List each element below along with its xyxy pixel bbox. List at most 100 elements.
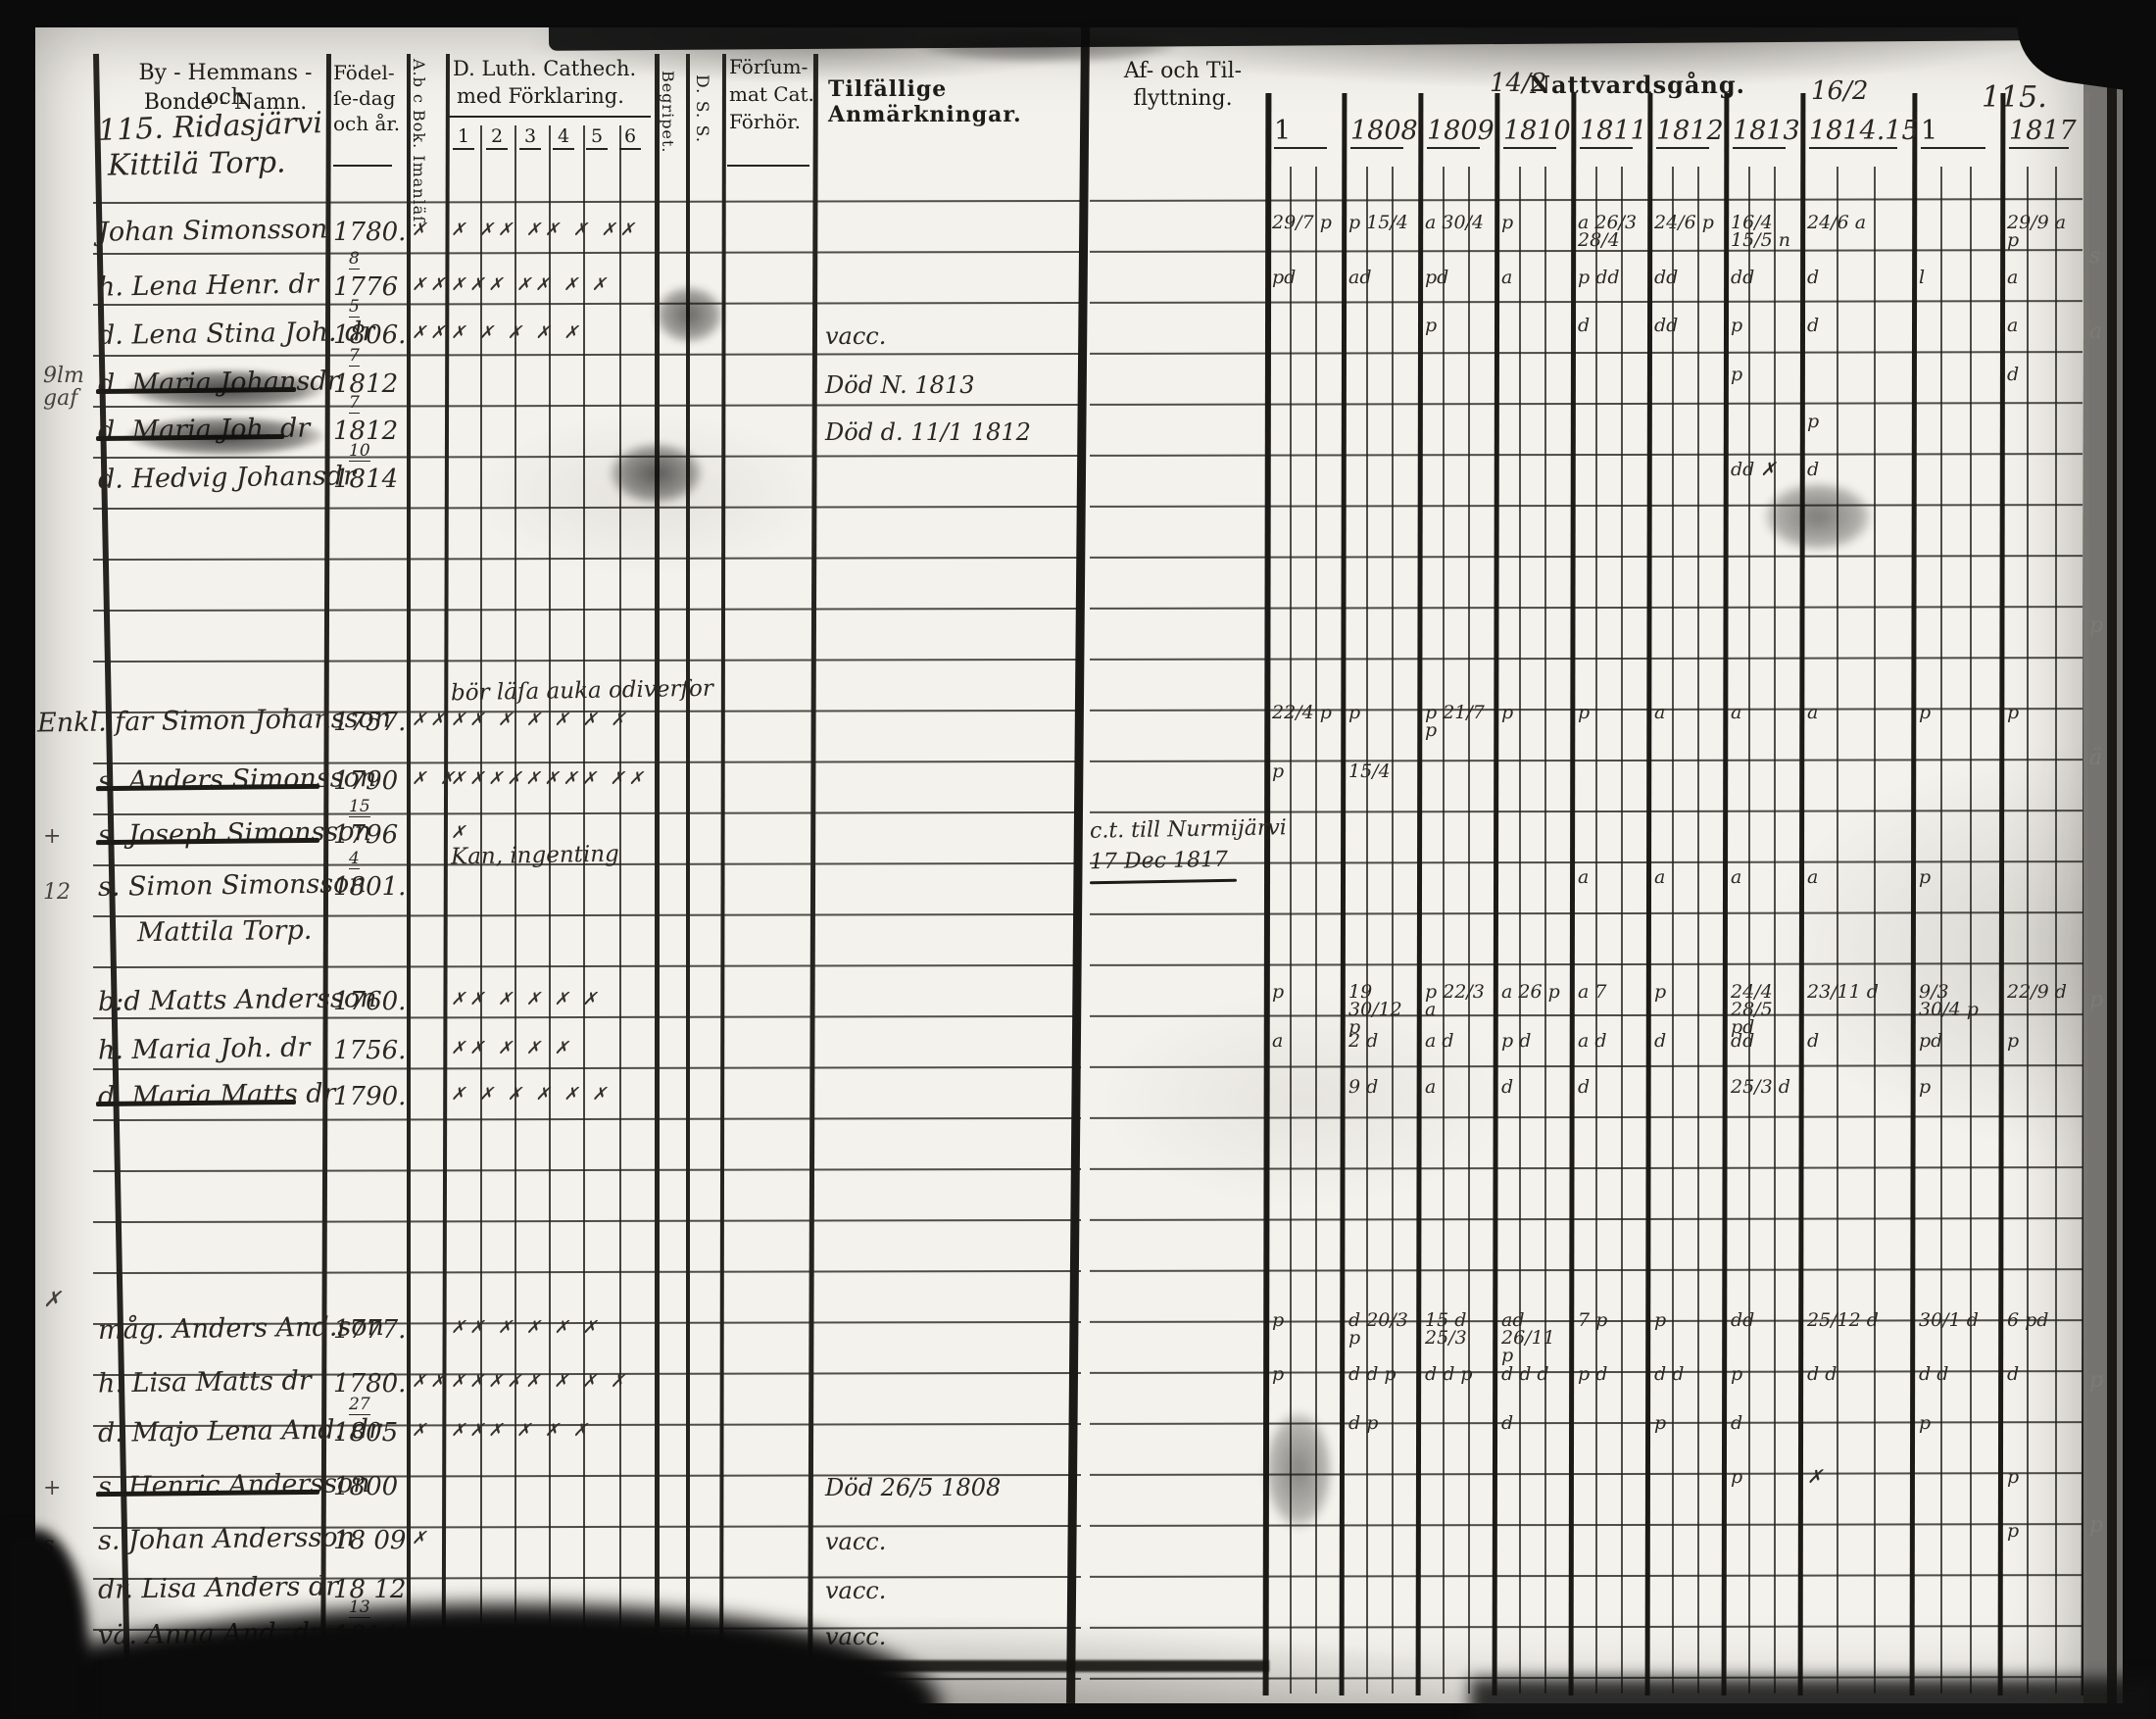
communion-mark: d	[1807, 1030, 1820, 1052]
communion-mark: p	[1919, 702, 1932, 723]
header-forsummat-line2: mat Cat.	[729, 82, 814, 106]
communion-mark: d	[2007, 364, 2020, 385]
row-name: h. Lena Henr. dr	[97, 269, 318, 303]
communion-mark: 15/4	[1348, 761, 1391, 782]
communion-mark: a	[1425, 1076, 1437, 1098]
communion-mark: 22/4 p	[1272, 702, 1332, 723]
communion-mark: dd	[1654, 267, 1679, 288]
communion-mark: a	[2007, 315, 2019, 336]
communion-mark: p	[1272, 761, 1285, 782]
communion-subrule	[1697, 167, 1699, 1694]
communion-mark: dd	[1731, 267, 1755, 288]
communion-mark: d p	[1348, 1412, 1379, 1434]
header-begripet-vertical: Begripet.	[659, 71, 677, 154]
communion-mark: 24/6 a	[1807, 212, 1867, 233]
communion-subrule	[1748, 167, 1750, 1694]
row-catechism-marks: ✗	[451, 822, 470, 843]
row-remark: Död d. 11/1 1812	[825, 418, 1031, 446]
ink-smudge	[655, 286, 723, 343]
communion-mark: p	[1272, 1309, 1285, 1331]
ink-smudge	[1764, 482, 1872, 551]
row-catechism-marks: ✗✗✗ ✗ ✗ ✗	[451, 1420, 592, 1441]
row-birth-year: 1800	[333, 1472, 399, 1501]
row-birth-year: 1796	[333, 820, 399, 850]
communion-mark: l	[1919, 267, 1926, 288]
communion-mark: a 26 p	[1501, 981, 1560, 1003]
communion-mark: p	[2007, 702, 2020, 723]
handwritten-village-title-line2: Kittilä Torp.	[107, 145, 286, 183]
year-label: 1808	[1350, 116, 1418, 149]
catechism-col-number: 3	[519, 125, 541, 150]
catechism-col-number: 5	[586, 125, 608, 150]
row-birth-year: 18 12	[333, 1575, 407, 1604]
communion-mark: d d	[1654, 1363, 1685, 1385]
moving-note-line: 17 Dec 1817	[1089, 847, 1229, 875]
communion-subrule	[2027, 167, 2029, 1694]
year-label: 1812	[1656, 116, 1724, 149]
communion-mark: 25/3 d	[1731, 1076, 1790, 1098]
row-birth-day-superscript: 8	[349, 249, 360, 270]
row-birth-day-superscript: 7	[349, 393, 360, 414]
row-name: s. Johan Andersson	[97, 1522, 356, 1556]
header-abc-book-vertical: A.b c Bok. Imanläſ.	[410, 59, 428, 229]
row-name: s. Joseph Simonsson	[97, 816, 372, 851]
row-abc-marks: ✗✗	[412, 1371, 450, 1392]
header-moving-line2: flyttning.	[1133, 86, 1233, 111]
communion-mark: ad	[1348, 267, 1372, 288]
communion-mark: dd	[1731, 1309, 1755, 1331]
communion-mark: 9 d	[1348, 1076, 1379, 1098]
ink-blot	[127, 417, 323, 456]
communion-mark: d d	[1807, 1363, 1838, 1385]
communion-mark: a	[1654, 866, 1666, 888]
row-abc-marks: ✗	[412, 220, 431, 240]
year-annotation: 14/2	[1490, 69, 1547, 98]
communion-mark: d	[1501, 1412, 1514, 1434]
communion-mark: p	[1272, 1363, 1285, 1385]
communion-mark: p	[1348, 702, 1361, 723]
communion-mark: dd	[1731, 1030, 1755, 1052]
row-name: d. Maria Matts dr	[97, 1078, 336, 1112]
row-birth-year: 1812	[333, 417, 399, 446]
communion-mark: pd	[1425, 267, 1449, 288]
row-birth-year: 1814	[333, 465, 399, 494]
communion-mark: p	[1654, 1309, 1667, 1331]
communion-mark: 30/1 d	[1919, 1309, 1979, 1331]
header-dss-vertical: D. S. S.	[692, 74, 711, 144]
row-birth-day-superscript: 15	[349, 797, 370, 817]
communion-subrule	[1519, 167, 1521, 1694]
year-label: 1814.15	[1809, 116, 1919, 149]
communion-mark: p	[1654, 981, 1667, 1003]
communion-mark: d	[1807, 267, 1820, 288]
row-catechism-marks: ✗ ✗ ✗ ✗ ✗	[451, 322, 583, 343]
row-birth-year: 1790.	[333, 1082, 407, 1111]
row-birth-year: 1805	[333, 1418, 399, 1448]
communion-mark: 22/9 d	[2007, 981, 2067, 1003]
ink-smudge	[1264, 1411, 1333, 1529]
margin-note-left: ✗	[43, 1288, 62, 1312]
row-name: s. Henric Andersson	[97, 1468, 370, 1502]
row-birth-day-superscript: 7	[349, 346, 360, 367]
year-label: 1811	[1580, 116, 1647, 149]
row-birth-day-superscript: 10	[349, 441, 370, 462]
row-name: Mattila Torp.	[136, 914, 313, 949]
communion-mark: a	[2007, 267, 2019, 288]
header-forsummat-line3: Förhör.	[729, 110, 802, 133]
row-catechism-marks: ✗✗✗ ✗✗ ✗ ✗	[451, 274, 611, 295]
communion-mark: d 20/3 p	[1348, 1309, 1408, 1350]
communion-mark: d d	[1919, 1363, 1949, 1385]
communion-subrule	[1672, 167, 1674, 1694]
row-catechism-marks: ✗✗✗✗✗ ✗ ✗ ✗	[451, 1371, 629, 1392]
header-forsummat-line1: Förſum-	[729, 55, 808, 78]
header-catechism-line1: D. Luth. Cathech.	[453, 57, 637, 80]
communion-mark: 15 d 25/3	[1425, 1309, 1467, 1350]
row-remark: vacc.	[825, 1528, 887, 1555]
communion-mark: 25/12 d	[1807, 1309, 1879, 1331]
row-abc-marks: ✗✗	[412, 710, 450, 730]
row-birth-year: 1780.	[333, 1369, 407, 1399]
margin-note-left: 12	[43, 880, 71, 905]
communion-mark: a	[1578, 866, 1590, 888]
communion-subrule	[1544, 167, 1546, 1694]
year-label: 1813	[1733, 116, 1800, 149]
year-annotation: 16/2	[1811, 76, 1869, 106]
